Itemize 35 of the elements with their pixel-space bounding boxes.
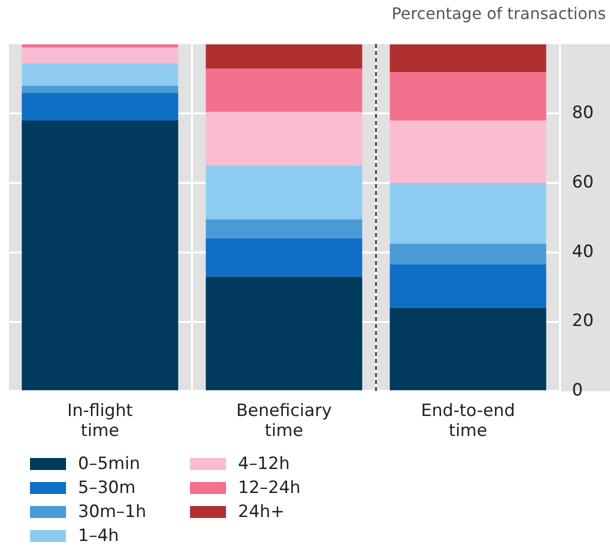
x-tick-label: Beneficiary time [236, 400, 332, 442]
bar [22, 92, 178, 121]
y-tick-label: 0 [572, 380, 583, 401]
bar [390, 72, 546, 121]
legend-label: 30m–1h [78, 502, 146, 522]
y-tick-label: 80 [572, 103, 594, 124]
bar [390, 264, 546, 308]
bar [22, 63, 178, 86]
bar [206, 112, 362, 166]
bar [206, 238, 362, 277]
legend-label: 12–24h [238, 478, 301, 498]
legend-label: 5–30m [78, 478, 136, 498]
y-tick-label: 60 [572, 172, 594, 192]
x-tick-label: End-to-end time [421, 400, 515, 442]
bar [390, 120, 546, 183]
y-tick-label: 20 [572, 311, 594, 332]
bar [390, 183, 546, 244]
legend-label: 0–5min [78, 454, 140, 474]
y-axis-title: Percentage of transactions [392, 4, 606, 23]
bar [206, 219, 362, 239]
legend-label: 24h+ [238, 502, 285, 522]
bar [22, 86, 178, 93]
y-tick-label: 40 [572, 242, 594, 262]
bar [390, 244, 546, 265]
x-tick-label: In-flight time [67, 400, 134, 442]
bar [206, 44, 362, 68]
bar [22, 120, 178, 390]
bar [390, 308, 546, 390]
legend-label: 4–12h [238, 454, 290, 474]
bar [206, 276, 362, 390]
bar [206, 166, 362, 220]
bar [22, 48, 178, 64]
legend-label: 1–4h [78, 526, 119, 546]
bar [390, 44, 546, 72]
bar [206, 68, 362, 112]
